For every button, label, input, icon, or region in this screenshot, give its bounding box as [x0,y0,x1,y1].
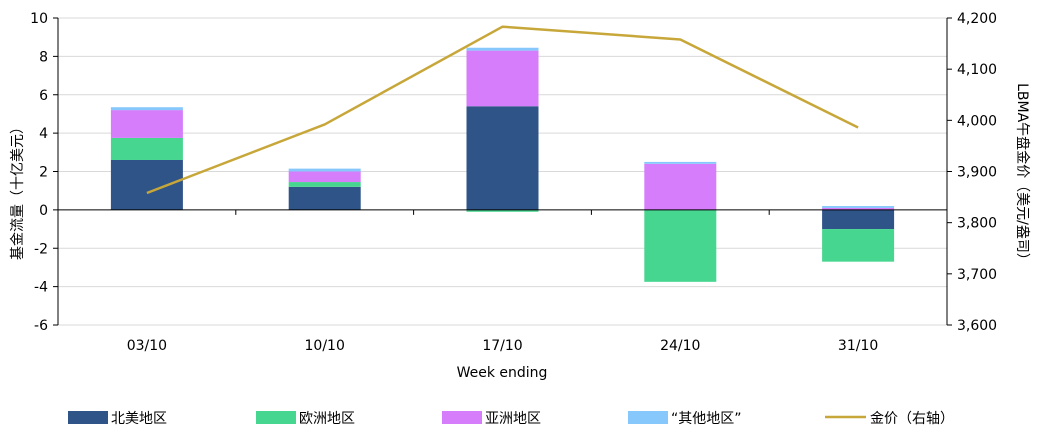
bar-2-3 [466,209,539,212]
y2-tick-label: 4,000 [957,113,997,129]
y-tick-label: -4 [34,280,48,296]
bar-4-4 [644,161,717,164]
tick-labels: -6 -4 -2 0 2 4 6 8 10 3,600 3,700 3,800 3,900 4,000 4,… [30,11,997,354]
bar-3-5 [822,207,895,210]
bar-1-1 [110,159,183,210]
y-tick-label: 4 [39,126,48,142]
x-tick-label: 10/10 [305,338,345,354]
y2-tick-label: 3,600 [957,318,997,334]
legend-label: 金价（右轴） [870,411,954,427]
y-tick-label: 6 [39,88,48,104]
y2-tick-label: 3,900 [957,165,997,181]
bar-2-1 [110,137,183,160]
legend-swatch [68,411,108,424]
legend-swatch [256,411,296,424]
y-tick-label: -6 [34,318,48,334]
bar-2-2 [288,182,361,187]
bar-3-4 [644,163,717,210]
legend-label: 亚洲地区 [485,411,541,427]
bar-1-3 [466,106,539,210]
y-axis-title: 基金流量（十亿美元） [9,120,26,260]
x-axis-title: Week ending [457,365,548,381]
y-tick-label: 10 [30,11,48,27]
bar-3-2 [288,171,361,183]
bar-3-3 [466,50,539,107]
legend-item-1: 北美地区 [68,411,167,427]
y2-tick-label: 4,200 [957,11,997,27]
bar-1-2 [288,186,361,210]
legend-swatch [628,411,668,424]
bar-1-5 [822,209,895,230]
gold-price-line-layer [146,25,859,195]
y-tick-label: 0 [39,203,48,219]
bar-3-1 [110,110,183,138]
y2-tick-label: 4,100 [957,62,997,78]
bar-2-4 [644,209,717,282]
bar-2-5 [822,229,895,262]
y-tick-label: 2 [39,165,48,181]
bar-4-5 [822,206,895,208]
legend-label: 欧洲地区 [299,411,355,427]
legend-item-gold-price: 金价（右轴） [825,411,954,427]
x-tick-label: 24/10 [660,338,700,354]
bar-4-1 [110,107,183,111]
y2-axis-title: LBMA午盘金价（美元/盎司） [1014,83,1031,267]
x-tick-label: 31/10 [838,338,878,354]
legend-label: “其他地区” [671,411,742,427]
gold-price-line [146,25,859,195]
legend-label: 北美地区 [111,411,167,427]
bars [110,47,895,282]
x-tick-label: 03/10 [127,338,167,354]
bar-4-3 [466,47,539,51]
legend-swatch [442,411,482,424]
y-tick-label: 8 [39,49,48,65]
axes [53,17,952,326]
x-tick-label: 17/10 [482,338,522,354]
legend-item-3: 亚洲地区 [442,411,541,427]
y-tick-label: -2 [34,241,48,257]
y2-tick-label: 3,800 [957,216,997,232]
legend: 北美地区 欧洲地区 亚洲地区 “其他地区” 金价（右轴） [68,411,954,427]
legend-item-2: 欧洲地区 [256,411,355,427]
legend-item-4: “其他地区” [628,411,742,427]
y2-tick-label: 3,700 [957,267,997,283]
bar-4-2 [288,168,361,172]
